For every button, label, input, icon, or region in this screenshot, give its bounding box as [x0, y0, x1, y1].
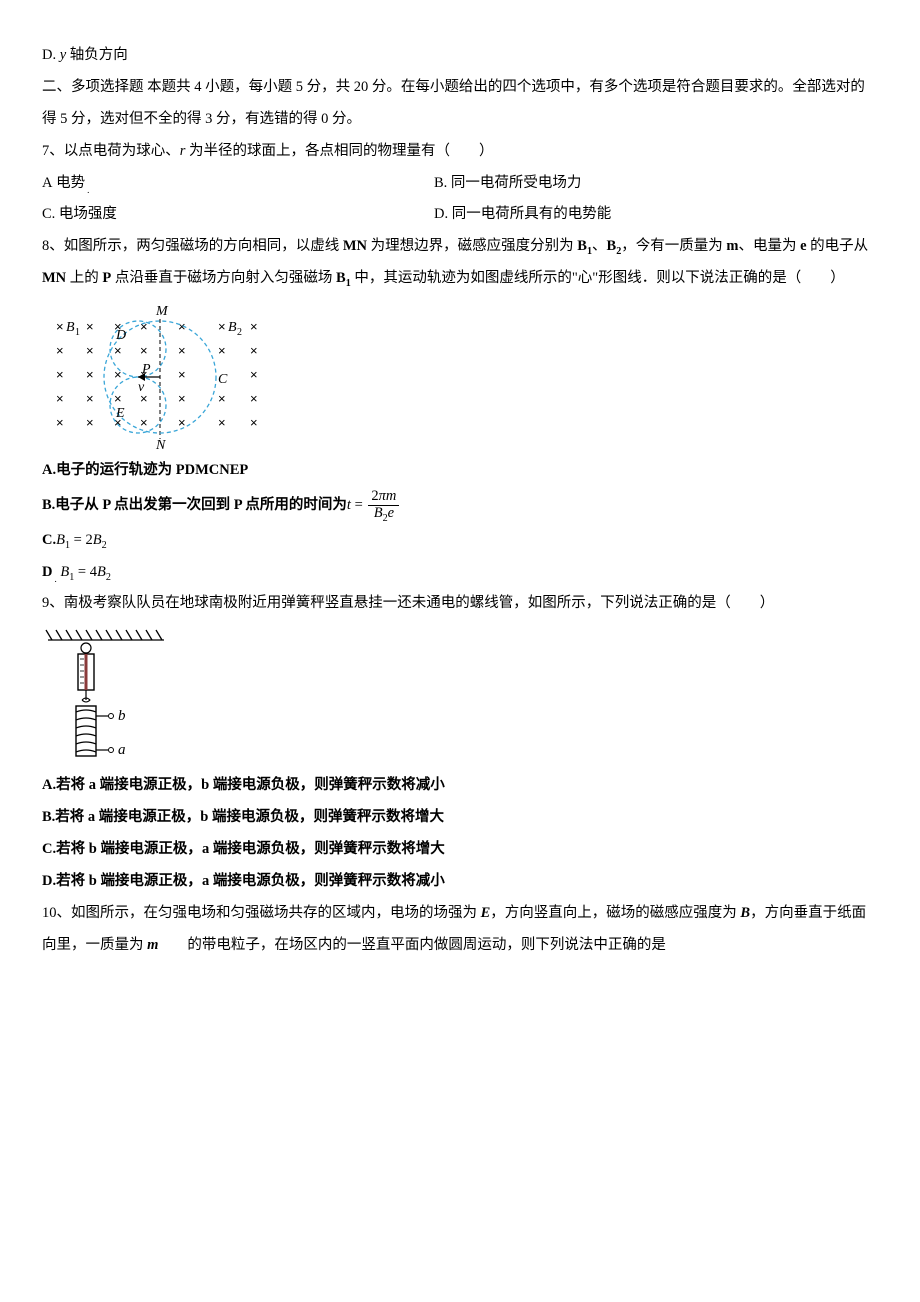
q7-d-text: 同一电荷所具有的电势能 — [448, 206, 611, 222]
q9-option-b: B.若将 a 端接电源正极，b 端接电源负极，则弹簧秤示数将增大 — [42, 802, 878, 834]
q9-stem: 9、南极考察队队员在地球南极附近用弹簧秤竖直悬挂一还未通电的螺线管，如图所示，下… — [42, 588, 878, 620]
q8-figure: ×× ×× ××× ×× ×× ××× ×× ×× ×× ×× ×× ××× ×… — [42, 301, 878, 451]
opt-letter: B. — [434, 175, 447, 191]
q7-stem: 7、以点电荷为球心、r 为半径的球面上，各点相同的物理量有（ ） — [42, 136, 878, 168]
svg-text:×: × — [56, 415, 64, 430]
svg-text:B: B — [66, 320, 75, 335]
opt-letter: A — [42, 175, 52, 191]
q8-option-c: C.B1 = 2B2 — [42, 525, 878, 557]
svg-text:×: × — [56, 367, 64, 382]
svg-text:b: b — [118, 708, 126, 724]
q7-a-text: 电势 — [52, 175, 85, 191]
q8-stem: 8、如图所示，两匀强磁场的方向相同，以虚线 MN 为理想边界，磁感应强度分别为 … — [42, 231, 878, 295]
svg-text:×: × — [86, 367, 94, 382]
svg-text:×: × — [218, 391, 226, 406]
svg-text:C: C — [218, 372, 228, 387]
svg-text:a: a — [118, 742, 126, 758]
svg-text:B: B — [228, 320, 237, 335]
svg-text:v: v — [138, 380, 145, 395]
svg-text:M: M — [155, 304, 169, 319]
svg-text:×: × — [114, 391, 122, 406]
svg-text:×: × — [218, 319, 226, 334]
svg-text:×: × — [178, 415, 186, 430]
svg-text:×: × — [114, 343, 122, 358]
q10-stem: 10、如图所示，在匀强电场和匀强磁场共存的区域内，电场的场强为 E，方向竖直向上… — [42, 898, 878, 962]
q8-option-b: B.电子从 P 点出发第一次回到 P 点所用的时间为t = 2πmB2e — [42, 487, 878, 525]
svg-text:×: × — [140, 343, 148, 358]
svg-text:×: × — [250, 343, 258, 358]
svg-text:×: × — [86, 319, 94, 334]
svg-text:P: P — [141, 362, 151, 377]
q8-option-d: D. B1 = 4B2 — [42, 557, 878, 589]
q9-figure: b a — [42, 626, 878, 766]
q7-row2: C. 电场强度 D. 同一电荷所具有的电势能 — [42, 199, 878, 231]
svg-text:2: 2 — [237, 327, 242, 338]
svg-text:1: 1 — [75, 327, 80, 338]
svg-text:×: × — [250, 319, 258, 334]
svg-text:×: × — [178, 391, 186, 406]
q8-option-a: A.电子的运行轨迹为 PDMCNEP — [42, 455, 878, 487]
svg-text:×: × — [86, 343, 94, 358]
svg-text:×: × — [56, 343, 64, 358]
svg-text:×: × — [218, 343, 226, 358]
svg-text:E: E — [115, 406, 125, 421]
q7-row1: A 电势. B. 同一电荷所受电场力 — [42, 168, 878, 200]
svg-text:×: × — [250, 415, 258, 430]
svg-text:×: × — [178, 343, 186, 358]
q6-option-d: D. y 轴负方向 — [42, 40, 878, 72]
svg-text:×: × — [56, 319, 64, 334]
q9-option-c: C.若将 b 端接电源正极，a 端接电源负极，则弹簧秤示数将增大 — [42, 834, 878, 866]
svg-text:×: × — [250, 391, 258, 406]
svg-text:×: × — [178, 367, 186, 382]
opt-letter: D. — [42, 47, 60, 63]
svg-text:×: × — [250, 367, 258, 382]
q7-c-text: 电场强度 — [55, 206, 117, 222]
svg-text:×: × — [218, 415, 226, 430]
svg-text:×: × — [56, 391, 64, 406]
opt-letter: D. — [434, 206, 448, 222]
svg-text:×: × — [86, 415, 94, 430]
q7-b-text: 同一电荷所受电场力 — [447, 175, 581, 191]
svg-text:D: D — [115, 328, 126, 343]
svg-text:×: × — [140, 415, 148, 430]
svg-text:N: N — [155, 438, 166, 451]
opt-letter: C. — [42, 206, 55, 222]
section-2-heading: 二、多项选择题 本题共 4 小题，每小题 5 分，共 20 分。在每小题给出的四… — [42, 72, 878, 136]
q9-option-d: D.若将 b 端接电源正极，a 端接电源负极，则弹簧秤示数将减小 — [42, 866, 878, 898]
svg-text:×: × — [86, 391, 94, 406]
q9-option-a: A.若将 a 端接电源正极，b 端接电源负极，则弹簧秤示数将减小 — [42, 770, 878, 802]
